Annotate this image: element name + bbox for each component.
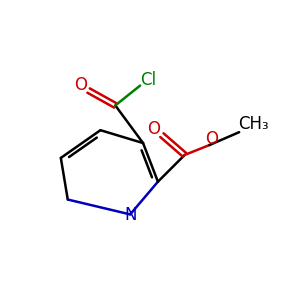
Text: O: O xyxy=(205,130,218,148)
Text: O: O xyxy=(74,76,87,94)
Text: N: N xyxy=(124,206,136,224)
Text: Cl: Cl xyxy=(140,71,156,89)
Text: CH₃: CH₃ xyxy=(238,115,268,133)
Text: O: O xyxy=(148,120,160,138)
